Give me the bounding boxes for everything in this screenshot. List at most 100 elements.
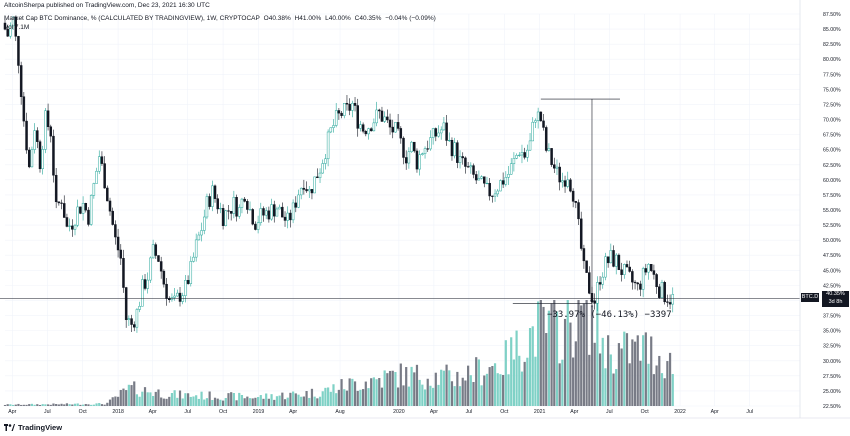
volume-bar (372, 377, 375, 406)
candle (531, 117, 534, 142)
volume-bar (103, 404, 106, 406)
volume-bar (230, 392, 233, 406)
volume-bar (178, 390, 182, 406)
volume-bar (60, 403, 63, 406)
candle (52, 129, 55, 183)
volume-bar (391, 370, 394, 406)
candle-body (159, 261, 163, 272)
volume-bar (335, 393, 338, 406)
candle-body (44, 110, 47, 150)
candle-body (318, 172, 322, 179)
volume-bar (337, 389, 340, 406)
volume-bar (345, 390, 349, 406)
symbol-title[interactable]: Market Cap BTC Dominance, % (CALCULATED … (4, 15, 260, 22)
candle-body (54, 174, 58, 203)
candle-body (116, 236, 120, 251)
volume-bar (200, 391, 203, 406)
volume-legend[interactable]: Vol 7.1M (4, 24, 30, 31)
volume-bar (652, 374, 656, 406)
candle (453, 137, 456, 159)
candle (353, 96, 357, 112)
volume-bar (580, 305, 583, 406)
candle (238, 204, 241, 219)
volume-bar (262, 398, 265, 406)
volume-bar (254, 397, 257, 406)
candle (526, 144, 529, 162)
volume-bar (644, 332, 647, 406)
candle-body (6, 29, 9, 37)
candle (378, 108, 381, 119)
candle-body (413, 141, 416, 152)
candle (254, 221, 257, 231)
volume-bar (90, 404, 93, 406)
volume-bar (636, 335, 639, 406)
volume-bar (442, 370, 445, 406)
candle (423, 146, 427, 159)
y-tick-label: 27.50% (823, 374, 841, 380)
candle-body (213, 185, 217, 199)
candle-body (512, 158, 516, 164)
candle (474, 171, 478, 185)
candle-body (197, 234, 201, 241)
candle (666, 294, 669, 307)
candle (318, 168, 322, 183)
volume-bar (356, 390, 359, 406)
candle-body (418, 154, 421, 170)
candle (289, 209, 292, 228)
candle (466, 161, 470, 168)
candle-body (283, 216, 287, 221)
candle-body (429, 137, 432, 150)
volume-bar (558, 363, 561, 406)
candle-body (655, 274, 658, 288)
volume-bar (100, 404, 104, 406)
candle (493, 189, 497, 202)
volume-bar (98, 403, 101, 406)
candle-body (542, 120, 545, 128)
candle (192, 252, 195, 263)
candle-body (391, 126, 394, 133)
candle-body (668, 302, 672, 305)
candle-body (165, 283, 168, 299)
volume-bar (628, 363, 631, 406)
candle-body (203, 216, 206, 231)
candle-body (22, 96, 26, 122)
candle-body (507, 173, 510, 178)
candle-body (36, 130, 39, 142)
candle (286, 206, 289, 229)
candle-body (189, 261, 193, 284)
x-tick-label: 2022 (674, 409, 686, 415)
candle (671, 287, 675, 313)
candle (205, 193, 209, 220)
volume-bar (324, 387, 327, 406)
volume-bar (227, 393, 230, 406)
candle-body (151, 244, 155, 259)
candle (596, 276, 599, 312)
candle-body (396, 122, 400, 129)
volume-bar (106, 402, 109, 406)
measure-label: −33.97% (−46.13%) −3397 (547, 310, 672, 320)
y-axis[interactable]: 87.50% 85.00% 82.50% 80.00% 77.50% 75.00% 72.5… (799, 0, 841, 418)
tradingview-logo[interactable]: TradingView (4, 423, 62, 432)
candle (472, 163, 475, 179)
candle-body (601, 276, 605, 285)
candle (41, 145, 44, 175)
candle (143, 273, 147, 291)
x-axis[interactable]: Apr Jul Oct 2018 Apr Jul Oct 2019 Apr Aug 2020 Apr J… (0, 409, 850, 419)
volume-bar (49, 404, 52, 406)
candle-body (483, 176, 486, 184)
volume-bar (477, 359, 480, 406)
candle (636, 281, 640, 291)
candle-body (62, 203, 66, 218)
volume-bar (168, 396, 171, 406)
y-tick-label: 35.00% (823, 329, 841, 335)
ohlc-low: L40.00% (325, 15, 351, 22)
candle-body (633, 281, 637, 284)
y-tick-label: 30.00% (823, 359, 841, 365)
candle-body (106, 187, 109, 202)
volume-bar (55, 404, 58, 406)
volume-bar (275, 396, 279, 406)
candle-body (520, 152, 524, 156)
volume-bar (598, 353, 602, 406)
candle (372, 118, 376, 132)
